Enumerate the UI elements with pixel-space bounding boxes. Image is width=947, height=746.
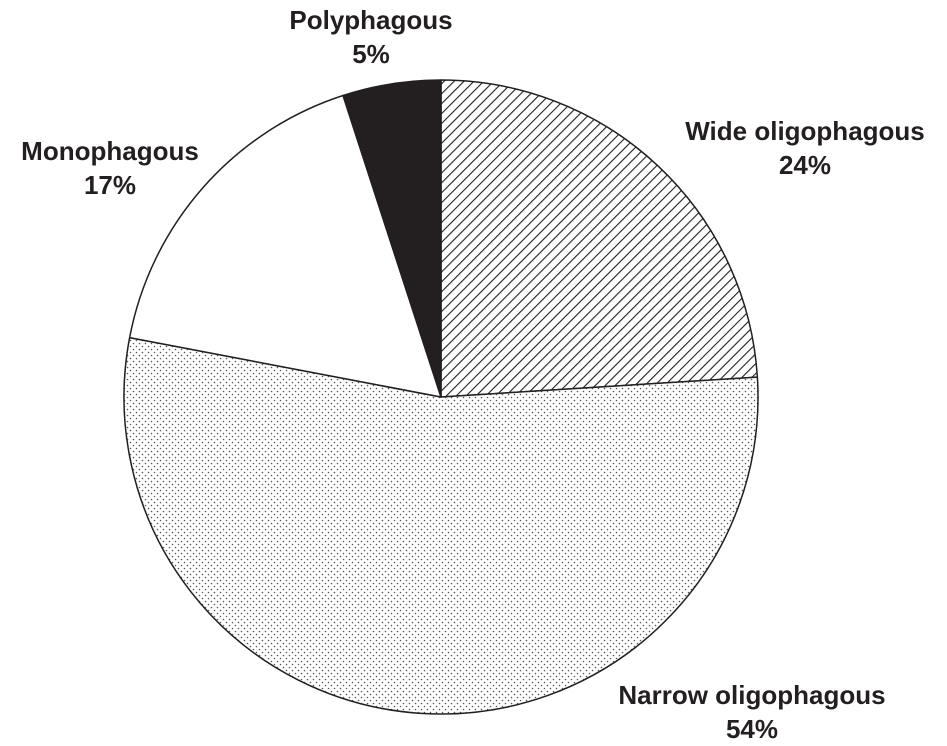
- slice-value-label: 5%: [352, 39, 390, 69]
- pie-slice: [123, 336, 759, 715]
- slice-value-label: 17%: [84, 170, 136, 200]
- slice-label: Wide oligophagous: [685, 116, 925, 146]
- pie-slice: [128, 94, 442, 398]
- slice-label: Monophagous: [21, 136, 199, 166]
- pie-slice: [440, 79, 759, 398]
- slice-label: Polyphagous: [289, 5, 452, 35]
- slice-value-label: 54%: [726, 714, 778, 744]
- slice-value-label: 24%: [779, 150, 831, 180]
- pie-slice: [342, 79, 442, 398]
- slice-label: Narrow oligophagous: [618, 680, 885, 710]
